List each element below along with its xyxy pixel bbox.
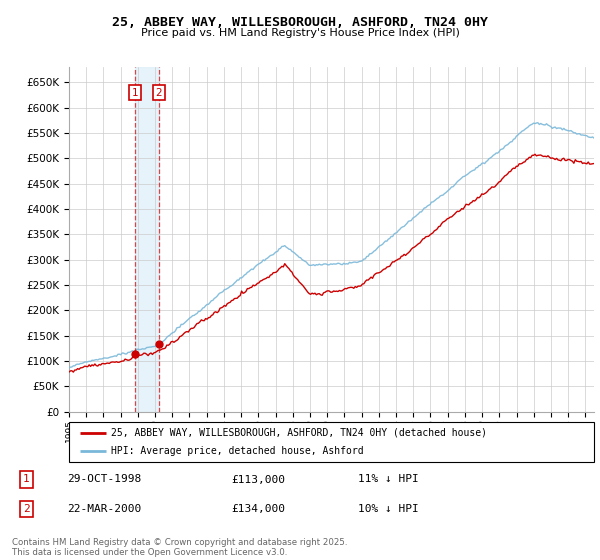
Text: 11% ↓ HPI: 11% ↓ HPI <box>358 474 418 484</box>
Text: 1: 1 <box>131 87 138 97</box>
FancyBboxPatch shape <box>69 422 594 462</box>
Text: 2: 2 <box>155 87 162 97</box>
Text: 25, ABBEY WAY, WILLESBOROUGH, ASHFORD, TN24 0HY: 25, ABBEY WAY, WILLESBOROUGH, ASHFORD, T… <box>112 16 488 29</box>
Text: £134,000: £134,000 <box>231 504 285 514</box>
Text: £113,000: £113,000 <box>231 474 285 484</box>
Text: 1: 1 <box>23 474 30 484</box>
Text: Price paid vs. HM Land Registry's House Price Index (HPI): Price paid vs. HM Land Registry's House … <box>140 28 460 38</box>
Text: 29-OCT-1998: 29-OCT-1998 <box>67 474 141 484</box>
Bar <box>135 67 159 412</box>
Text: 22-MAR-2000: 22-MAR-2000 <box>67 504 141 514</box>
Text: 2: 2 <box>23 504 30 514</box>
Text: 25, ABBEY WAY, WILLESBOROUGH, ASHFORD, TN24 0HY (detached house): 25, ABBEY WAY, WILLESBOROUGH, ASHFORD, T… <box>111 428 487 437</box>
Text: 10% ↓ HPI: 10% ↓ HPI <box>358 504 418 514</box>
Text: Contains HM Land Registry data © Crown copyright and database right 2025.
This d: Contains HM Land Registry data © Crown c… <box>12 538 347 557</box>
Text: HPI: Average price, detached house, Ashford: HPI: Average price, detached house, Ashf… <box>111 446 364 456</box>
